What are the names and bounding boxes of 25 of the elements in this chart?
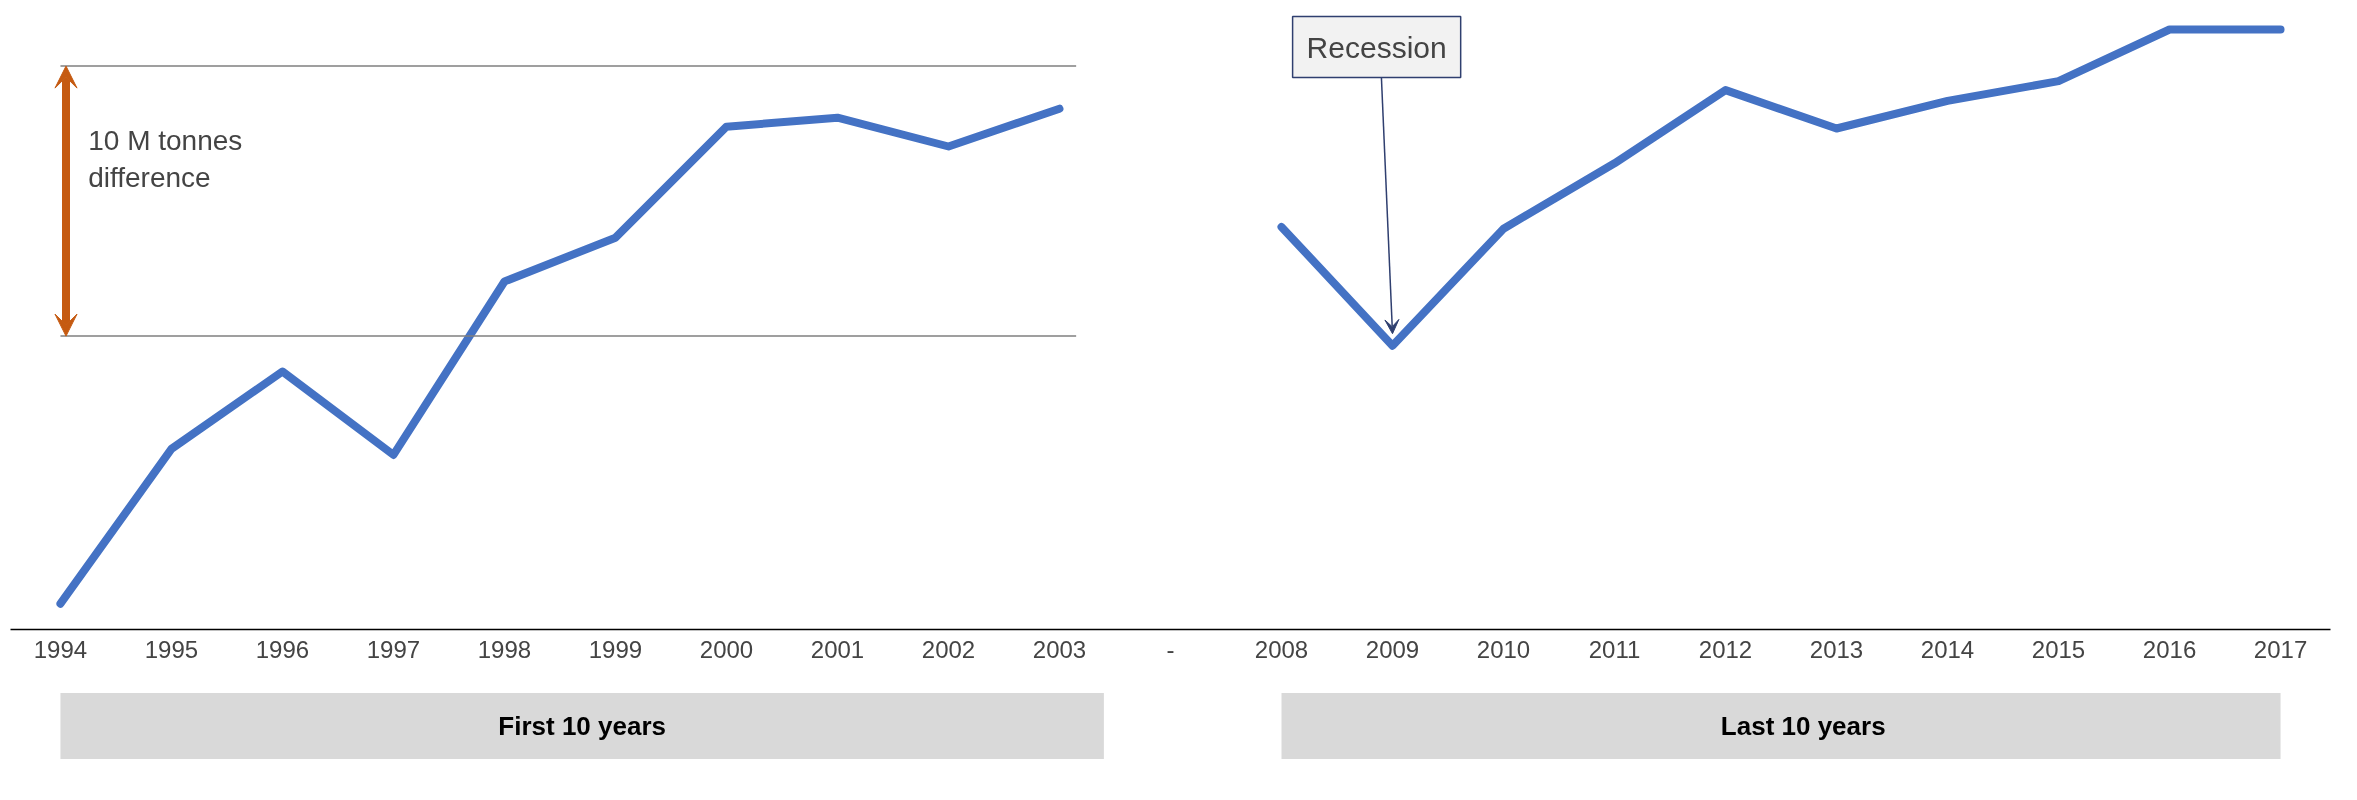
x-tick-label: 2013 xyxy=(1809,635,1864,663)
x-tick-label: 2001 xyxy=(810,635,865,663)
x-tick-label: 2003 xyxy=(1032,635,1087,663)
x-tick-label: - xyxy=(1166,635,1175,663)
x-tick-label: 2008 xyxy=(1254,635,1309,663)
x-tick-label: 2011 xyxy=(1588,635,1641,663)
x-tick-label: 2002 xyxy=(921,635,976,663)
x-tick-label: 2012 xyxy=(1698,635,1753,663)
x-tick-label: 1999 xyxy=(588,635,643,663)
x-tick-label: 1995 xyxy=(144,635,199,663)
x-tick-label: 1994 xyxy=(33,635,88,663)
x-tick-label: 1998 xyxy=(477,635,532,663)
x-tick-label: 1996 xyxy=(255,635,310,663)
text: Last 10 years xyxy=(1720,711,1886,741)
x-tick-label: 2009 xyxy=(1365,635,1420,663)
x-tick-label: 2016 xyxy=(2142,635,2197,663)
x-tick-label: 1997 xyxy=(366,635,421,663)
x-tick-label: 2010 xyxy=(1476,635,1531,663)
annotation: 10 M tonnes difference xyxy=(88,125,243,194)
x-tick-label: 2015 xyxy=(2031,635,2086,663)
annotation: Recession xyxy=(1306,30,1447,64)
x-tick-label: 2014 xyxy=(1920,635,1975,663)
x-tick-label: 2017 xyxy=(2253,635,2308,663)
text: First 10 years xyxy=(498,711,667,741)
x-tick-label: 2000 xyxy=(699,635,754,663)
